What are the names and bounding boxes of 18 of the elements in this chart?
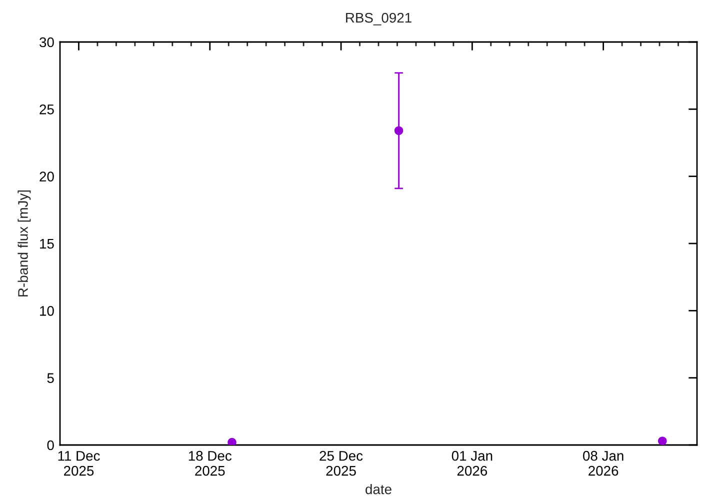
x-tick-label: 01 Jan 2026 [452,450,492,476]
point [658,436,667,445]
y-axis-title: R-band flux [mJy] [18,190,31,296]
point [228,438,236,445]
x-tick-label: 11 Dec 2025 [58,451,100,476]
y-tick-label: 25 [40,104,54,114]
x-tick-label: 25 Dec 2025 [320,450,363,476]
y-tick-label: 20 [40,172,54,182]
x-axis-title: date [366,484,392,494]
point [394,126,404,136]
y-tick-label: 0 [47,440,54,450]
y-tick-label: 5 [47,373,54,384]
x-tick-label: 08 Jan 2026 [583,450,624,476]
y-tick-label: 30 [40,37,54,48]
y-tick-label: 15 [40,238,54,249]
y-tick-label: 10 [40,306,54,316]
chart-title: RBS_0921 [346,12,412,26]
x-tick-label: 18 Dec 2025 [188,450,232,476]
